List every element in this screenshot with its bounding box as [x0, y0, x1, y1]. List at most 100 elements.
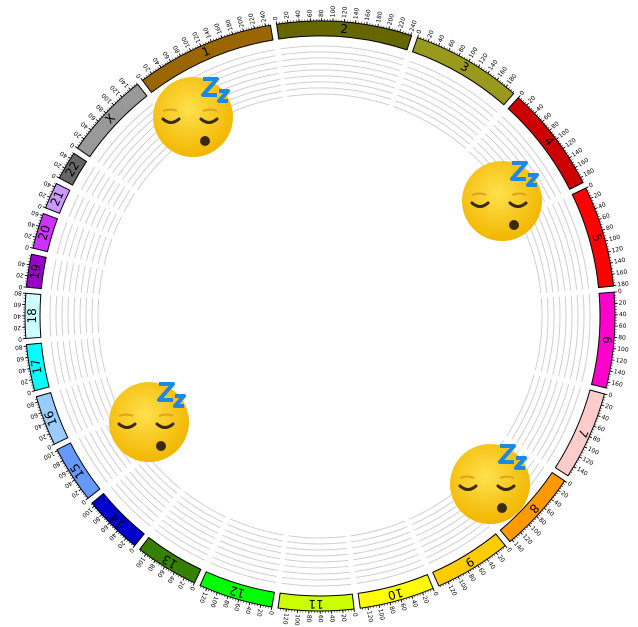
chromosome	[411, 36, 515, 106]
tick-label: 60	[99, 523, 109, 533]
tick-label: 0	[431, 591, 439, 597]
tick-label: 180	[375, 11, 384, 24]
chromosome-label: 20	[35, 223, 53, 242]
tick-mark	[220, 34, 223, 38]
track-ring	[71, 386, 89, 429]
chromosome-label: 5	[589, 232, 605, 243]
tick-mark	[38, 412, 42, 415]
tick-label: 40	[107, 531, 117, 541]
tick-mark	[607, 381, 611, 384]
tick-label: 100	[377, 608, 386, 621]
chromosome	[32, 212, 59, 253]
tick-label: 180	[617, 280, 629, 288]
tick-label: 40	[13, 312, 21, 319]
track-ring	[161, 519, 211, 550]
tick-label: 100	[557, 127, 571, 140]
chromosome-label: 11	[308, 597, 323, 611]
tick-label: 80	[318, 9, 325, 17]
track-ring	[180, 496, 224, 523]
tick-label: 140	[575, 466, 589, 478]
track-ring	[90, 205, 101, 226]
tick-mark	[399, 28, 401, 33]
tick-mark	[119, 94, 123, 98]
track-ring	[123, 193, 136, 213]
track-ring	[352, 537, 413, 555]
track-ring	[124, 475, 163, 513]
track-ring	[283, 69, 397, 83]
track-ring	[67, 296, 70, 336]
tick-mark	[188, 48, 191, 52]
tick-mark	[448, 47, 451, 51]
tick-label: 0	[416, 29, 424, 35]
tick-label: 40	[328, 615, 335, 623]
tick-label: 0	[18, 283, 23, 290]
tick-label: 120	[447, 584, 458, 598]
track-ring	[581, 294, 591, 383]
minor-ticks	[43, 182, 57, 208]
tick-label: 140	[352, 7, 360, 19]
tick-mark	[253, 25, 255, 29]
track-ring	[59, 389, 78, 434]
track-ring	[397, 94, 474, 140]
tick-label: 80	[14, 343, 22, 351]
tick-mark	[609, 370, 613, 372]
minor-ticks	[23, 293, 26, 339]
track-ring	[78, 438, 109, 484]
track-ring	[534, 298, 543, 371]
tick-mark	[400, 599, 403, 603]
tick-label: 20	[20, 377, 29, 386]
track-ring	[100, 427, 127, 469]
tick-label: 140	[614, 257, 627, 266]
tick-label: 40	[597, 201, 607, 210]
tick-mark	[231, 31, 233, 35]
tick-label: 20	[53, 159, 63, 169]
tick-label: 20	[421, 595, 430, 605]
track-ring	[79, 199, 90, 222]
chromosome	[432, 533, 506, 587]
tick-label: 20	[340, 614, 348, 622]
tick-mark	[226, 596, 229, 600]
track-ring	[138, 464, 174, 499]
tick-mark	[598, 218, 602, 220]
tick-label: 0	[518, 89, 526, 97]
track-ring	[405, 72, 490, 122]
track-ring	[395, 100, 471, 145]
tick-mark	[143, 553, 147, 557]
tick-label: 100	[457, 579, 469, 593]
track-ring	[287, 93, 390, 106]
chromosome	[56, 442, 101, 499]
tick-mark	[65, 470, 69, 473]
tick-label: 20	[527, 94, 537, 104]
track-ring	[91, 298, 94, 334]
track-ring	[212, 556, 278, 577]
track-ring	[49, 295, 52, 337]
chromosome	[590, 291, 616, 389]
tick-label: 120	[615, 357, 628, 366]
chromosome-label: 10	[386, 585, 404, 603]
tick-label: 80	[305, 615, 312, 623]
tick-mark	[468, 58, 471, 62]
minor-ticks	[585, 187, 616, 286]
tick-mark	[209, 38, 212, 42]
tick-label: 60	[232, 602, 241, 611]
tick-label: 0	[127, 547, 135, 555]
tick-mark	[378, 604, 381, 609]
tick-label: 20	[619, 299, 627, 306]
tick-label: 20	[37, 432, 47, 442]
tick-mark	[72, 479, 75, 482]
track-ring	[79, 297, 82, 335]
track-ring	[74, 228, 85, 259]
tick-label: 220	[397, 16, 407, 29]
tick-label: 80	[550, 120, 560, 130]
sleeping-emoji	[460, 159, 544, 243]
track-ring	[282, 63, 399, 77]
tick-label: 0	[26, 388, 32, 396]
tick-label: 80	[618, 334, 626, 342]
tick-label: 40	[27, 219, 37, 228]
chromosome	[25, 253, 47, 290]
tick-label: 80	[458, 44, 468, 54]
tick-mark	[541, 119, 545, 123]
track-ring	[62, 224, 73, 256]
tick-label: 20	[16, 271, 25, 279]
tick-label: 20	[426, 29, 435, 39]
